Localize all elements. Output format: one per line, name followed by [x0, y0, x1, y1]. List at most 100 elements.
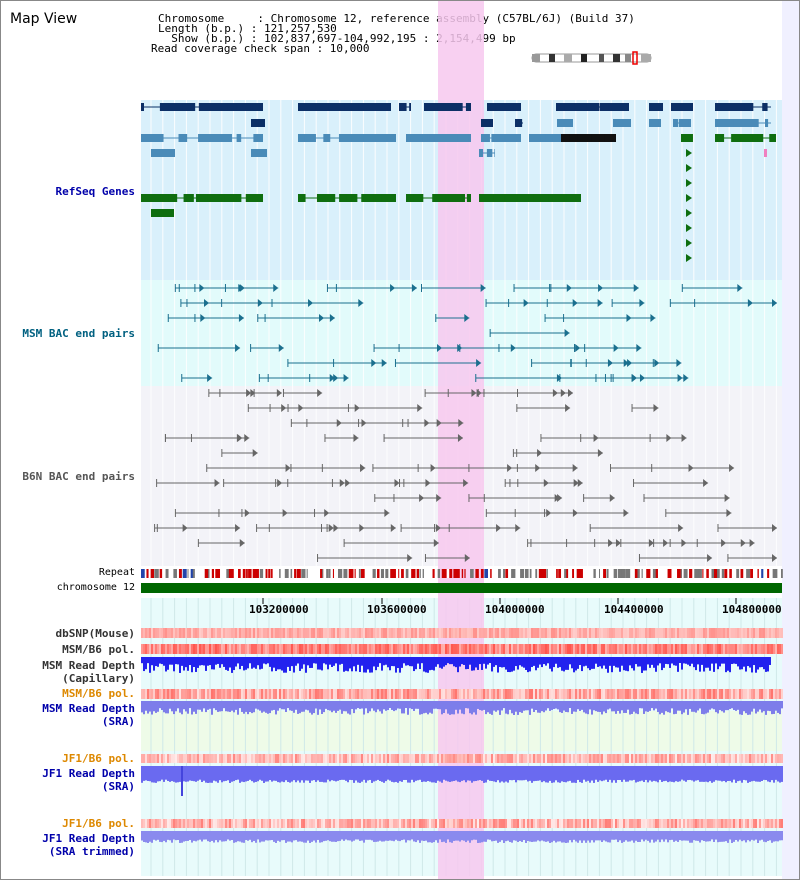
polymorphism-cell	[195, 628, 197, 638]
dbsnp-label[interactable]: dbSNP(Mouse)	[55, 627, 135, 640]
read-depth-bar	[217, 701, 219, 712]
polymorphism-cell	[391, 644, 393, 654]
polymorphism-cell	[611, 754, 613, 763]
polymorphism-cell	[549, 689, 551, 699]
gene-exon	[649, 103, 663, 111]
polymorphism-cell	[513, 819, 515, 828]
polymorphism-cell	[611, 644, 613, 654]
polymorphism-cell	[145, 819, 147, 828]
bac-end-arrow	[772, 299, 777, 307]
read-depth-bar	[781, 831, 783, 841]
polymorphism-cell	[375, 754, 377, 763]
msm-b6-pol-label[interactable]: MSM/B6 pol.	[62, 643, 135, 656]
polymorphism-cell	[221, 819, 223, 828]
read-depth-bar	[271, 766, 273, 782]
read-depth-bar	[293, 831, 295, 841]
polymorphism-cell	[735, 628, 737, 638]
polymorphism-cell	[143, 754, 145, 763]
polymorphism-cell	[247, 819, 249, 828]
polymorphism-cell	[203, 644, 205, 654]
polymorphism-cell	[201, 628, 203, 638]
polymorphism-cell	[435, 628, 437, 638]
polymorphism-cell	[347, 628, 349, 638]
read-depth-bar	[565, 657, 567, 670]
read-depth-bar	[701, 831, 703, 841]
repeat-mark	[242, 569, 246, 578]
read-depth-bar	[295, 831, 297, 841]
jf1-b6-pol-label[interactable]: JF1/B6 pol.	[62, 752, 135, 765]
read-depth-bar	[471, 701, 473, 715]
polymorphism-cell	[755, 689, 757, 699]
msm-bac-label[interactable]: MSM BAC end pairs	[22, 327, 135, 340]
read-depth-bar	[513, 831, 515, 841]
polymorphism-cell	[751, 689, 753, 699]
read-depth-bar	[611, 657, 613, 673]
polymorphism-cell	[199, 644, 201, 654]
bac-end-arrow	[648, 539, 654, 547]
polymorphism-cell	[193, 819, 195, 828]
polymorphism-cell	[487, 819, 489, 828]
polymorphism-cell	[245, 644, 247, 654]
polymorphism-cell	[669, 628, 671, 638]
polymorphism-cell	[167, 819, 169, 828]
polymorphism-cell	[305, 819, 307, 828]
bac-end-arrow	[435, 524, 441, 532]
read-depth-bar	[709, 701, 711, 710]
read-depth-bar	[151, 701, 153, 715]
read-depth-bar	[541, 766, 543, 783]
read-depth-bar	[657, 766, 659, 783]
polymorphism-cell	[449, 628, 451, 638]
polymorphism-cell	[457, 689, 459, 699]
polymorphism-cell	[327, 819, 329, 828]
repeat-mark	[159, 569, 163, 578]
read-depth-bar	[727, 657, 729, 671]
polymorphism-cell	[335, 689, 337, 699]
polymorphism-cell	[773, 754, 775, 763]
jf1-read-depth-sra-label[interactable]: JF1 Read Depth	[42, 767, 135, 780]
refseq-genes-label[interactable]: RefSeq Genes	[55, 185, 135, 198]
bac-end-arrow	[424, 419, 430, 427]
jf1-b6-pol-trim-label[interactable]: JF1/B6 pol.	[62, 817, 135, 830]
read-depth-bar	[515, 701, 517, 712]
polymorphism-cell	[523, 689, 525, 699]
gene-exon	[363, 134, 396, 142]
polymorphism-cell	[197, 754, 199, 763]
jf1-read-depth-trim-label[interactable]: JF1 Read Depth	[42, 832, 135, 845]
polymorphism-cell	[499, 819, 501, 828]
read-depth-bar	[533, 657, 535, 666]
read-depth-bar	[161, 766, 163, 780]
read-depth-bar	[455, 701, 457, 710]
read-depth-bar	[741, 657, 743, 670]
read-depth-bar	[219, 831, 221, 841]
polymorphism-cell	[475, 754, 477, 763]
polymorphism-cell	[349, 754, 351, 763]
read-depth-bar	[553, 701, 555, 710]
polymorphism-cell	[351, 644, 353, 654]
read-depth-bar	[529, 657, 531, 672]
msm-b6-pol-sra-label[interactable]: MSM/B6 pol.	[62, 687, 135, 700]
read-depth-bar	[229, 657, 231, 668]
polymorphism-cell	[745, 689, 747, 699]
polymorphism-cell	[679, 644, 681, 654]
gene-exon	[682, 103, 693, 111]
polymorphism-cell	[339, 628, 341, 638]
polymorphism-cell	[633, 689, 635, 699]
polymorphism-cell	[259, 754, 261, 763]
read-depth-bar	[283, 657, 285, 673]
polymorphism-cell	[713, 628, 715, 638]
repeat-mark	[385, 569, 389, 578]
read-depth-bar	[445, 831, 447, 843]
polymorphism-cell	[599, 819, 601, 828]
read-depth-bar	[591, 766, 593, 781]
polymorphism-cell	[659, 644, 661, 654]
polymorphism-cell	[581, 689, 583, 699]
selection-highlight	[438, 1, 484, 879]
msm-read-depth-capillary-label[interactable]: MSM Read Depth	[42, 659, 135, 672]
polymorphism-cell	[609, 754, 611, 763]
polymorphism-cell	[777, 819, 779, 828]
b6n-bac-label[interactable]: B6N BAC end pairs	[22, 470, 135, 483]
polymorphism-cell	[525, 689, 527, 699]
msm-read-depth-sra-label[interactable]: MSM Read Depth	[42, 702, 135, 715]
gene-arrow	[686, 239, 692, 247]
